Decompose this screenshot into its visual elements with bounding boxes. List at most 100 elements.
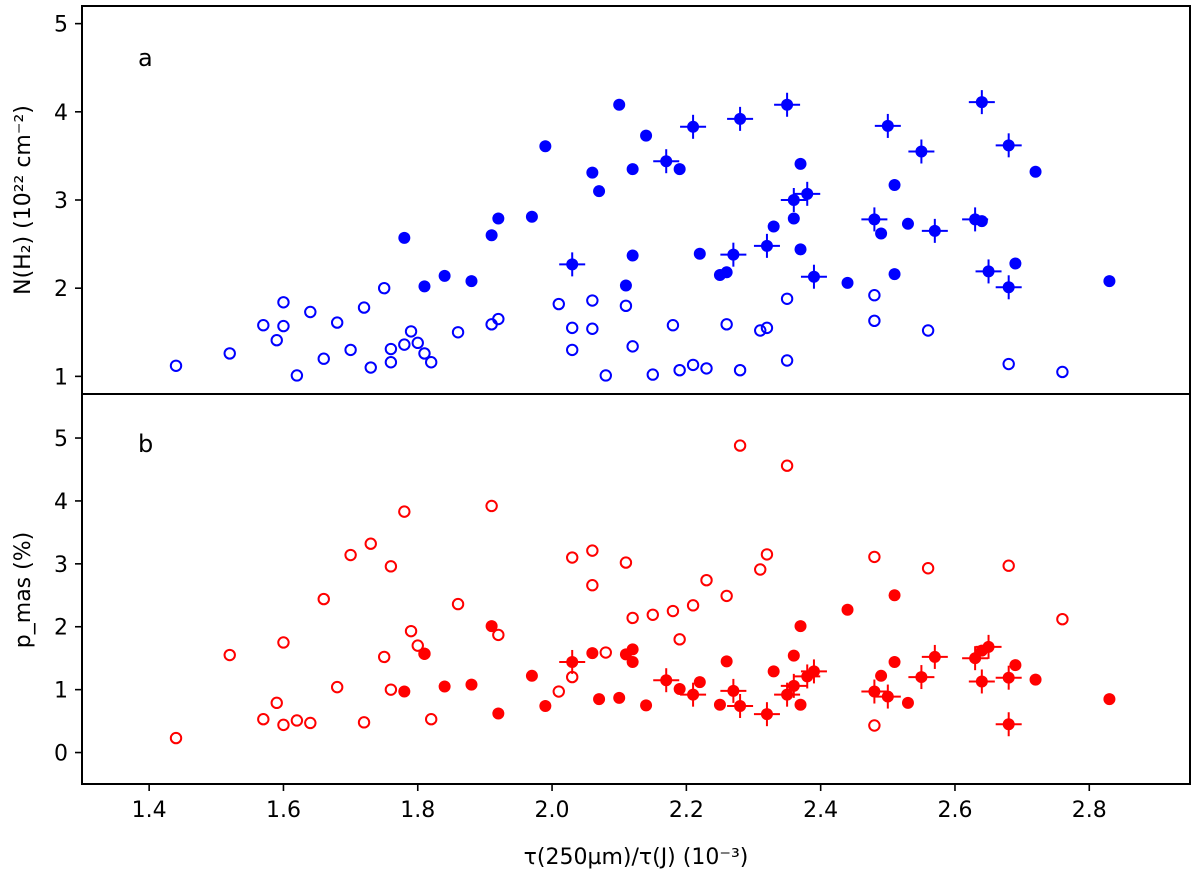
open-point (290, 369, 304, 382)
x-tick-label: 1.4 (132, 798, 167, 823)
open-point (780, 459, 794, 472)
open-point (277, 296, 290, 309)
point-with-errorbars (753, 233, 780, 258)
filled-point (928, 224, 941, 237)
point-with-errorbars (874, 684, 901, 709)
panel-b: b 0 1 2 3 4 5 1.4 1.6 1.8 2.0 2.2 2.4 2.6 2.8 p_mas … (11, 393, 1191, 870)
point-with-errorbars (995, 133, 1022, 158)
open-point (626, 340, 639, 353)
filled-point (901, 696, 914, 709)
open-point (451, 326, 465, 339)
point-with-errorbars (774, 682, 801, 707)
open-point (666, 604, 680, 618)
open-point (700, 573, 713, 587)
filled-point (613, 98, 626, 111)
filled-point (438, 269, 451, 282)
filled-point (915, 671, 928, 684)
point-with-errorbars (921, 218, 948, 243)
filled-point (841, 276, 854, 289)
open-point (270, 334, 283, 347)
open-point (330, 680, 344, 694)
filled-point (781, 98, 794, 111)
open-point (384, 683, 398, 696)
filled-point (492, 212, 505, 225)
filled-point (727, 684, 740, 697)
panel-b-y-tick-label: 5 (54, 427, 68, 452)
filled-point (1103, 275, 1116, 288)
filled-point (888, 655, 901, 668)
open-point (364, 361, 377, 374)
filled-point (787, 212, 800, 225)
panel-b-frame (81, 393, 1191, 785)
filled-point (693, 676, 706, 689)
panel-b-y-axis-label: p_mas (%) (11, 532, 36, 648)
open-point (330, 316, 344, 329)
filled-point (787, 679, 800, 692)
open-point (223, 648, 236, 662)
filled-point (398, 685, 411, 698)
open-point (673, 363, 686, 377)
filled-point (1002, 671, 1015, 684)
open-point (780, 354, 794, 367)
open-point (492, 312, 505, 326)
open-point (599, 369, 612, 382)
open-point (344, 548, 357, 562)
filled-point (626, 643, 639, 656)
filled-point (720, 655, 733, 668)
filled-point (586, 647, 599, 660)
filled-point (881, 119, 894, 132)
open-point (626, 611, 639, 625)
open-point (868, 314, 881, 328)
open-point (646, 608, 659, 621)
filled-point (787, 194, 800, 206)
filled-point (888, 179, 901, 192)
open-point (398, 505, 411, 518)
open-point (257, 319, 270, 332)
filled-point (794, 698, 807, 711)
filled-point (613, 691, 626, 704)
open-point (720, 589, 733, 603)
x-tick-label: 2.8 (1072, 798, 1107, 823)
open-point (169, 731, 183, 745)
open-point (754, 324, 767, 337)
panel-b-y-tick-label: 3 (54, 553, 68, 578)
open-point (586, 294, 599, 307)
filled-point (566, 258, 579, 271)
filled-point (693, 247, 706, 260)
open-point (277, 718, 290, 732)
open-point (404, 624, 418, 638)
filled-point (626, 655, 639, 668)
filled-point (465, 678, 478, 691)
filled-point (801, 187, 814, 200)
panel-a-y-ticks: 1 2 3 4 5 (54, 13, 82, 390)
open-point (733, 363, 747, 377)
filled-point (418, 647, 431, 660)
point-with-errorbars (680, 114, 707, 139)
filled-point (794, 243, 807, 256)
x-axis-ticks: 1.4 1.6 1.8 2.0 2.2 2.4 2.6 2.8 (132, 784, 1107, 823)
filled-point (1002, 718, 1015, 731)
open-point (317, 592, 330, 606)
filled-point (969, 213, 982, 226)
filled-point (1029, 673, 1042, 686)
open-point (552, 685, 565, 698)
point-with-errorbars (995, 275, 1022, 300)
open-point (552, 297, 565, 311)
open-point (398, 338, 411, 351)
filled-point (398, 231, 411, 244)
filled-point (593, 693, 606, 706)
point-with-errorbars (921, 644, 948, 669)
panel-b-y-tick-label: 4 (54, 490, 68, 515)
open-point (586, 322, 599, 335)
open-point (290, 714, 304, 727)
open-point (566, 321, 579, 335)
open-point (868, 550, 881, 564)
panel-a-frame (81, 5, 1191, 395)
panel-a-y-tick-label: 4 (54, 101, 68, 126)
filled-point (539, 700, 552, 712)
x-axis-label: τ(250µm)/τ(J) (10⁻³) (524, 845, 749, 870)
open-point (304, 305, 317, 319)
point-with-errorbars (720, 242, 747, 267)
open-point (733, 439, 747, 452)
open-point (418, 347, 431, 360)
